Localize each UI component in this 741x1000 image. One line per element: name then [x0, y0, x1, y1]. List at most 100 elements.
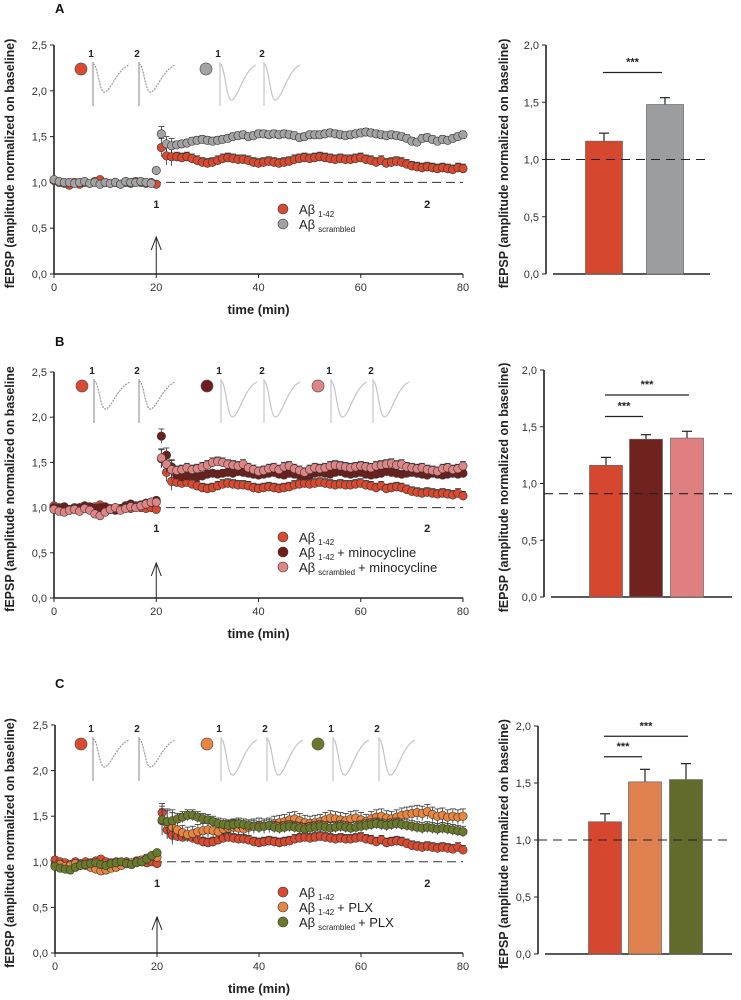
inset-group-marker [74, 62, 88, 76]
legend-marker [277, 901, 289, 913]
fepsp-trace [263, 63, 301, 101]
y-axis-title: fEPSP (amplitude normalized on baseline) [497, 719, 511, 969]
x-axis-title: time (min) [228, 981, 290, 996]
y-tick-label: 2,5 [33, 720, 48, 732]
series-2 [49, 448, 468, 521]
legend-label: Aβ 1-42 [299, 885, 335, 902]
fepsp-trace [220, 380, 258, 418]
fepsp-trace [92, 738, 130, 768]
legend-marker [277, 203, 289, 215]
trace-label: 2 [134, 366, 140, 377]
stimulus-arrowhead-icon [150, 235, 162, 251]
data-point [458, 845, 468, 855]
bar [669, 779, 703, 955]
fepsp-trace [330, 380, 368, 418]
bar [646, 104, 684, 275]
legend-subscript: 1-42 [318, 553, 335, 562]
panel-label: A [55, 1, 65, 16]
legend-name: Aβ [299, 885, 315, 900]
bar-chart-C: 0,0 0,5 1,0 1,5 2,0 fEPSP (amplitude normaliz… [497, 719, 732, 969]
x-tick-label: 0 [52, 961, 58, 973]
fepsp-trace [372, 380, 410, 418]
y-tick-label: 2,0 [524, 40, 539, 52]
trace-label: 2 [368, 366, 374, 377]
trace-label: 1 [216, 724, 222, 735]
series-2 [50, 808, 468, 875]
legend-name: Aβ [299, 217, 315, 232]
legend-label: Aβ scrambled [299, 217, 355, 234]
legend-name: Aβ [299, 560, 315, 575]
y-tick-label: 2,0 [32, 86, 47, 98]
legend-subscript: 1-42 [318, 210, 335, 219]
y-tick-label: 1,5 [32, 132, 47, 144]
x-tick-label: 60 [355, 282, 367, 294]
y-tick-label: 1,0 [522, 479, 537, 491]
trace-label: 1 [328, 724, 334, 735]
fepsp-trace [92, 63, 130, 93]
x-tick-label: 60 [355, 606, 367, 618]
data-point [458, 461, 468, 471]
inset-group-marker [74, 737, 88, 751]
trace-label: 2 [134, 49, 140, 60]
data-point [156, 129, 166, 139]
fepsp-trace [138, 738, 176, 768]
trace-label: 2 [374, 724, 380, 735]
trace-label: 1 [326, 366, 332, 377]
data-point [152, 848, 162, 858]
x-tick-label: 40 [253, 961, 265, 973]
trace-label: 1 [215, 49, 221, 60]
y-tick-label: 0,5 [33, 902, 48, 914]
x-tick-label: 40 [252, 282, 264, 294]
trace-label: 2 [262, 724, 268, 735]
y-tick-label: 0,0 [524, 269, 539, 281]
bar [670, 437, 704, 598]
y-tick-label: 1,5 [33, 811, 48, 823]
time-course-chart-B: B 0,0 0,5 1,0 1,5 2,0 2,5 0 20 40 60 80 fEPSP (ampli… [3, 334, 469, 641]
y-axis-title: fEPSP (amplitude normalized on baseline [3, 366, 17, 612]
trace-label: 2 [134, 724, 140, 735]
legend-marker [277, 546, 289, 558]
time-course-chart-A: A 0,0 0,5 1,0 1,5 2,0 2,5 0 20 40 60 80 fEPSP (ampli… [3, 1, 469, 317]
y-tick-label: 2,0 [522, 365, 537, 377]
significance-stars: *** [617, 741, 631, 753]
y-tick-label: 2,0 [33, 766, 48, 778]
data-point [458, 827, 468, 837]
legend-suffix: + minocycline [358, 560, 437, 575]
timepoint-2-label: 2 [424, 523, 430, 535]
trace-label: 1 [88, 49, 94, 60]
fepsp-trace [138, 63, 176, 93]
legend-marker [277, 886, 289, 898]
legend-label: Aβ scrambled + PLX [299, 915, 394, 932]
series-1 [49, 126, 468, 189]
x-tick-label: 20 [150, 282, 162, 294]
legend-subscript: scrambled [318, 923, 355, 932]
legend-subscript: 1-42 [318, 893, 335, 902]
fepsp-trace [378, 738, 416, 776]
legend-subscript: scrambled [318, 225, 355, 234]
legend-label: Aβ 1-42 [299, 202, 335, 219]
fepsp-trace [263, 380, 301, 418]
legend-label: Aβ 1-42 + minocycline [299, 545, 416, 562]
bar-chart-A: 0,0 0,5 1,0 1,5 2,0 fEPSP (amplitude normaliz… [497, 39, 710, 288]
fepsp-trace [93, 380, 131, 410]
x-axis-title: time (min) [227, 626, 289, 641]
legend-subscript: 1-42 [318, 538, 335, 547]
inset-group-marker [200, 379, 214, 393]
y-tick-label: 0,5 [522, 535, 537, 547]
y-tick-label: 0,0 [33, 948, 48, 960]
x-tick-label: 0 [51, 282, 57, 294]
y-tick-label: 1,0 [524, 155, 539, 167]
inset-group-marker [199, 62, 213, 76]
data-point [151, 165, 161, 175]
significance-stars: *** [640, 720, 654, 732]
timepoint-1-label: 1 [153, 199, 159, 211]
y-tick-label: 0,5 [32, 548, 47, 560]
legend-suffix: + PLX [337, 900, 373, 915]
bar [588, 821, 622, 955]
legend-name: Aβ [299, 530, 315, 545]
x-tick-label: 80 [457, 282, 469, 294]
legend-subscript: scrambled [318, 568, 355, 577]
bar [628, 781, 662, 955]
y-tick-label: 2,0 [516, 721, 531, 733]
